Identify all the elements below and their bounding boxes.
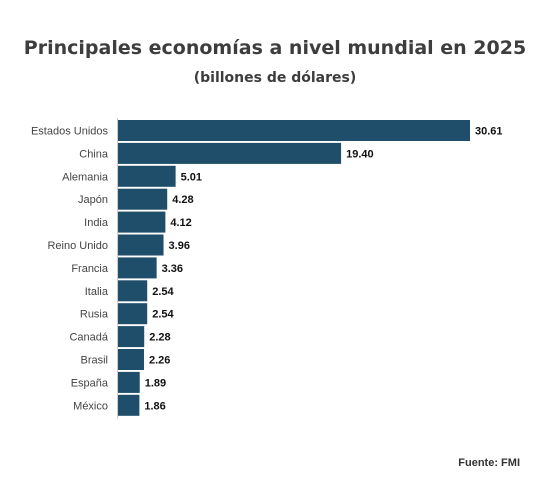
bar-6: [118, 257, 157, 279]
value-label: 4.28: [172, 194, 193, 206]
bar-4: [118, 211, 166, 233]
value-label: 4.12: [170, 217, 191, 229]
value-labels-group: 30.61 19.40 5.01 4.28 4.12 3.96 3.36 2.54 2.54 2.…: [144, 126, 502, 413]
value-label: 2.54: [152, 309, 174, 321]
category-labels-group: Estados Unidos China Alemania Japón India Rei…: [31, 126, 109, 413]
source-note: Fuente: FMI: [458, 457, 520, 469]
category-label: Rusia: [80, 309, 109, 321]
chart-subtitle: (billones de dólares): [193, 70, 357, 86]
category-label: Estados Unidos: [31, 126, 109, 138]
category-label: India: [84, 217, 109, 229]
bar-8: [118, 303, 148, 325]
bar-10: [118, 349, 144, 370]
bar-1: [118, 142, 342, 164]
bar-9: [118, 326, 145, 348]
category-label: Alemania: [62, 171, 109, 183]
bar-11: [118, 371, 140, 393]
value-label: 3.96: [169, 240, 190, 252]
category-label: China: [79, 148, 109, 160]
category-label: Italia: [85, 286, 109, 298]
bar-7: [118, 280, 148, 302]
bars-group: [118, 120, 470, 416]
value-label: 2.28: [149, 332, 170, 344]
bar-2: [118, 165, 176, 187]
category-label: Brasil: [80, 355, 108, 367]
value-label: 5.01: [181, 171, 202, 183]
category-label: España: [71, 377, 109, 389]
value-label: 2.26: [149, 355, 170, 367]
bar-12: [118, 394, 140, 416]
bar-3: [118, 188, 168, 210]
value-label: 19.40: [346, 148, 374, 160]
value-label: 30.61: [475, 126, 503, 138]
category-label: Francia: [71, 263, 109, 275]
chart-title: Principales economías a nivel mundial en…: [23, 37, 527, 59]
category-label: México: [73, 400, 108, 412]
value-label: 2.54: [152, 286, 174, 298]
value-label: 1.89: [145, 377, 166, 389]
bar-5: [118, 234, 164, 256]
category-label: Japón: [78, 194, 108, 206]
value-label: 1.86: [144, 400, 165, 412]
bar-0: [118, 120, 470, 141]
category-label: Reino Unido: [47, 240, 108, 252]
category-label: Canadá: [69, 332, 108, 344]
value-label: 3.36: [162, 263, 183, 275]
